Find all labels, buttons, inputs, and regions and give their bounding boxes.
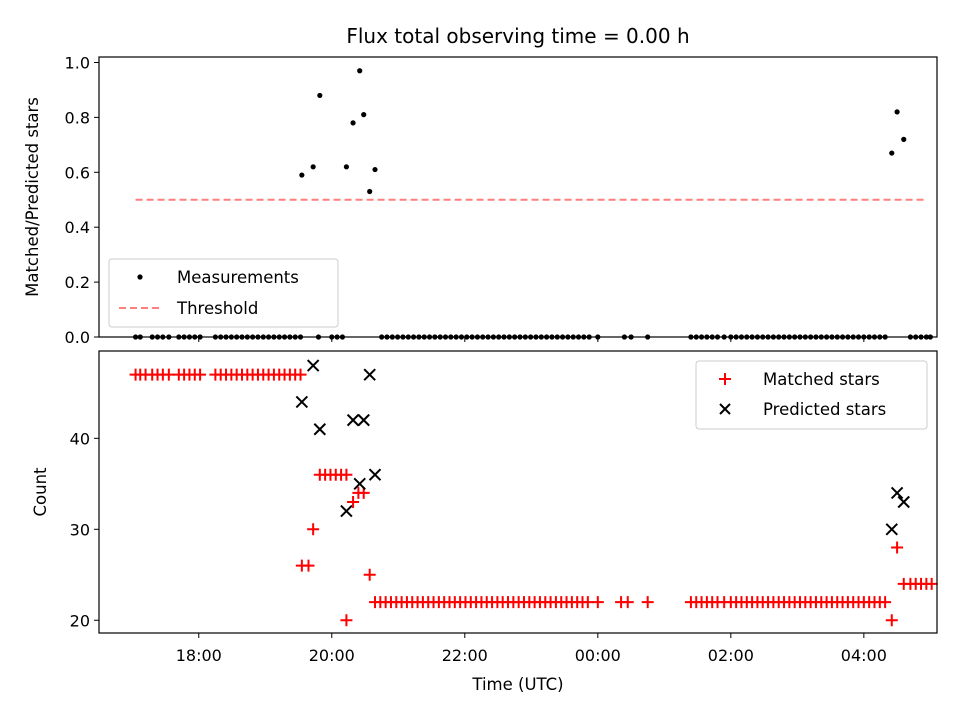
predicted-star-marker: [890, 486, 904, 500]
top-y-tick-label: 1.0: [65, 53, 90, 72]
top-y-tick-label: 0.6: [65, 163, 90, 182]
bottom-x-tick-label: 00:00: [575, 646, 621, 665]
predicted-star-marker: [368, 468, 382, 481]
matched-star-marker: [302, 559, 315, 572]
measurement-point: [350, 120, 356, 126]
bottom-plot-area: [129, 359, 938, 627]
matched-star-marker: [925, 577, 938, 590]
legend-predicted-label: Predicted stars: [763, 400, 886, 419]
bottom-x-tick-label: 02:00: [708, 646, 754, 665]
measurement-point: [317, 92, 323, 99]
matched-star-marker: [885, 614, 898, 627]
top-y-axis-label: Matched/Predicted stars: [23, 97, 42, 297]
legend-measurements-marker: [137, 274, 143, 280]
bottom-y-tick-label: 20: [70, 611, 90, 630]
matched-star-marker: [294, 368, 307, 381]
predicted-star-marker: [306, 359, 320, 372]
bottom-y-axis: 20 30 40: [70, 429, 99, 630]
legend-matched-label: Matched stars: [763, 370, 880, 389]
chart-title: Flux total observing time = 0.00 h: [346, 24, 689, 48]
matched-star-marker: [347, 496, 360, 509]
measurement-point: [310, 164, 316, 170]
predicted-star-marker: [897, 495, 910, 509]
matched-star-marker: [641, 596, 654, 609]
measurement-point: [367, 188, 373, 195]
bottom-x-tick-label: 22:00: [442, 646, 488, 665]
legend-measurements-label: Measurements: [177, 268, 299, 287]
predicted-star-marker: [885, 523, 898, 536]
predicted-star-marker: [346, 413, 360, 427]
matched-star-marker: [879, 596, 892, 609]
measurement-point: [357, 68, 363, 74]
top-y-tick-label: 0.8: [65, 108, 90, 127]
bottom-y-tick-label: 40: [70, 429, 90, 448]
top-y-tick-label: 0.4: [65, 218, 90, 237]
top-y-tick-label: 0.2: [65, 273, 90, 292]
bottom-y-axis-label: Count: [31, 467, 50, 517]
predicted-star-marker: [353, 477, 366, 491]
matched-star-marker: [307, 523, 320, 536]
measurement-point: [894, 109, 900, 115]
predicted-star-marker: [363, 368, 376, 381]
bottom-x-tick-label: 20:00: [309, 646, 355, 665]
matched-star-marker: [194, 368, 207, 381]
matched-star-marker: [340, 468, 353, 481]
bottom-axes-frame: [98, 350, 938, 634]
bottom-x-axis-label: Time (UTC): [471, 675, 563, 694]
bottom-x-tick-label: 04:00: [841, 646, 887, 665]
bottom-panel: 20 30 40 18:00 20:00 22:00 00:00 02:00 04:00 Co…: [31, 350, 938, 694]
predicted-star-marker: [313, 423, 327, 436]
measurement-point: [361, 112, 367, 118]
top-panel: Flux total observing time = 0.00 h 0.00.…: [23, 24, 938, 347]
measurement-point: [901, 136, 907, 142]
top-y-tick-label: 0.0: [65, 328, 90, 347]
bottom-legend: Matched stars Predicted stars: [695, 360, 928, 430]
top-axes-frame: [98, 56, 938, 338]
predicted-star-marker: [340, 504, 353, 518]
top-legend: Measurements Threshold: [108, 258, 339, 328]
bottom-x-axis: 18:00 20:00 22:00 00:00 02:00 04:00: [176, 633, 887, 665]
legend-threshold-label: Threshold: [176, 299, 258, 318]
predicted-star-marker: [295, 395, 309, 409]
top-legend-box: [108, 258, 339, 328]
matched-star-marker: [363, 568, 376, 581]
legend-matched-marker: [719, 373, 731, 385]
bottom-y-tick-label: 30: [70, 520, 90, 539]
legend-predicted-marker: [719, 403, 731, 415]
matched-star-marker: [340, 614, 353, 627]
predicted-star-marker: [357, 413, 370, 427]
top-y-axis: 0.0 0.2 0.4 0.6 0.8 1.0: [65, 53, 99, 347]
measurement-point: [372, 166, 378, 173]
measurement-point: [299, 172, 305, 178]
matched-star-marker: [891, 541, 904, 554]
measurement-point: [889, 150, 895, 156]
matched-star-marker: [591, 596, 604, 609]
top-x-ticks: [198, 337, 865, 342]
bottom-x-tick-label: 18:00: [176, 646, 222, 665]
matched-star-marker: [621, 596, 634, 609]
measurement-point: [343, 164, 350, 170]
bottom-legend-box: [695, 360, 928, 430]
